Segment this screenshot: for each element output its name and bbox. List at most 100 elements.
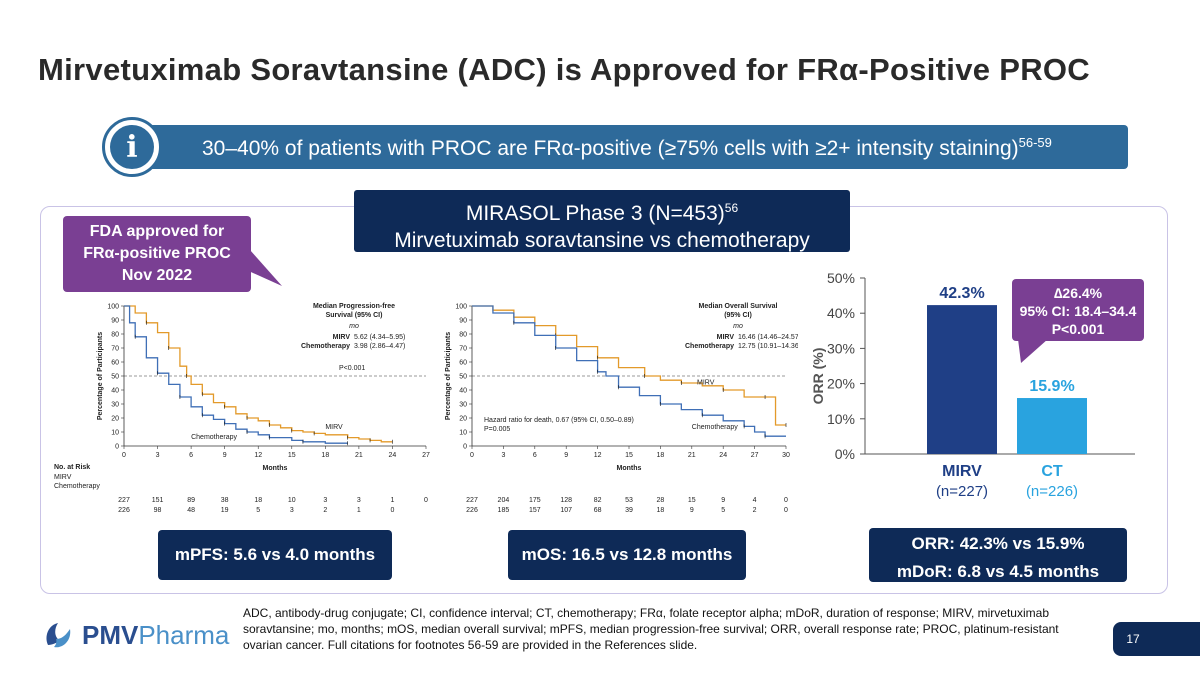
chemo-curve-label: Chemotherapy [191, 434, 237, 441]
os-risk-mirv: 28 [657, 497, 665, 504]
y-tick-label: 40 [459, 388, 467, 395]
pfs-risk-mirv: 3 [323, 497, 327, 504]
bar-sublabel: (n=226) [1026, 483, 1078, 500]
y-axis-label: Percentage of Participants [97, 332, 104, 420]
os-risk-chemo: 39 [625, 507, 633, 514]
chemo-curve [472, 305, 786, 437]
os-risk-mirv: 15 [688, 497, 696, 504]
legend-title: Median Progression-free [313, 303, 395, 310]
orr-y-axis-label: ORR (%) [810, 348, 826, 405]
y-tick-label: 70 [111, 346, 119, 353]
legend-row-value: 12.75 (10.91–14.36) [738, 343, 798, 350]
orr-result-line: ORR: 42.3% vs 15.9% [911, 534, 1085, 553]
logo-pharma: Pharma [138, 619, 230, 650]
x-tick-label: 6 [189, 452, 193, 459]
y-tick-label: 80 [111, 332, 119, 339]
os-risk-mirv: 227 [466, 497, 478, 504]
x-tick-label: 9 [564, 452, 568, 459]
y-tick-label: 90 [111, 318, 119, 325]
os-risk-mirv: 0 [784, 497, 788, 504]
bar-sublabel: (n=227) [936, 483, 988, 500]
info-banner [140, 125, 1128, 169]
pfs-result: mPFS: 5.6 vs 4.0 months [158, 530, 392, 580]
orr-bar-chart: 0% 10% 20% 30% 40% 50% ORR (%) 42.3% MIRV (n=227)… [810, 270, 1135, 500]
os-risk-chemo: 9 [690, 507, 694, 514]
x-tick-label: 18 [321, 452, 329, 459]
os-risk-mirv: 9 [721, 497, 725, 504]
mirv-curve-label: MIRV [325, 424, 343, 431]
legend-unit: mo [733, 323, 743, 330]
chemo-curve-label: Chemotherapy [692, 424, 738, 431]
pfs-risk-chemo: 5 [256, 507, 260, 514]
y-tick-label: 30 [459, 402, 467, 409]
x-axis-label: Months [263, 465, 288, 472]
x-tick-label: 18 [657, 452, 665, 459]
y-tick-label: 100 [455, 304, 467, 311]
pfs-risk-mirv: 38 [221, 497, 229, 504]
os-risk-chemo: 185 [498, 507, 510, 514]
bar-category-label: CT [1041, 463, 1063, 480]
mirv-curve-label: MIRV [697, 379, 715, 386]
os-risk-mirv: 4 [753, 497, 757, 504]
x-tick-label: 27 [751, 452, 759, 459]
y-tick-label: 20 [459, 416, 467, 423]
os-risk-chemo: 2 [753, 507, 757, 514]
x-tick-label: 9 [223, 452, 227, 459]
x-tick-label: 15 [625, 452, 633, 459]
study-header: MIRASOL Phase 3 (N=453)56 Mirvetuximab s… [354, 190, 850, 252]
x-tick-label: 21 [688, 452, 696, 459]
x-tick-label: 3 [156, 452, 160, 459]
bar-category-label: MIRV [942, 463, 982, 480]
pfs-risk-mirv: 18 [254, 497, 262, 504]
os-result: mOS: 16.5 vs 12.8 months [508, 530, 746, 580]
info-ref: 56-59 [1018, 135, 1052, 150]
legend-row-label: Chemotherapy [301, 343, 350, 350]
os-risk-mirv: 128 [560, 497, 572, 504]
legend-row-value: 3.98 (2.86–4.47) [354, 343, 405, 350]
x-tick-label: 24 [719, 452, 727, 459]
y-tick-label: 20 [111, 416, 119, 423]
x-tick-label: 21 [355, 452, 363, 459]
pfs-risk-chemo: 48 [187, 507, 195, 514]
os-risk-mirv: 82 [594, 497, 602, 504]
pvalue-label: P<0.001 [339, 365, 365, 372]
x-axis-label: Months [617, 465, 642, 472]
risk-row-label-chemo: Chemotherapy [54, 483, 100, 490]
y-tick-label: 90 [459, 318, 467, 325]
risk-table-title: No. at Risk [54, 464, 90, 471]
pfs-risk-mirv: 1 [390, 497, 394, 504]
x-tick-label: 30 [782, 452, 790, 459]
hazard-ratio-label: Hazard ratio for death, 0.67 (95% CI, 0.… [484, 417, 634, 424]
orr-result: ORR: 42.3% vs 15.9% mDoR: 6.8 vs 4.5 mon… [869, 528, 1127, 582]
slide-title: Mirvetuximab Soravtansine (ADC) is Appro… [38, 52, 1090, 87]
legend-row-label: MIRV [333, 334, 351, 341]
study-subtitle: Mirvetuximab soravtansine vs chemotherap… [394, 229, 810, 252]
pfs-risk-mirv: 3 [357, 497, 361, 504]
os-risk-chemo: 107 [560, 507, 572, 514]
chemo-curve [124, 305, 348, 444]
x-tick-label: 24 [389, 452, 397, 459]
y-tick-label: 70 [459, 346, 467, 353]
risk-row-label-mirv: MIRV [54, 474, 72, 481]
company-logo: PMVPharma [40, 617, 229, 653]
y-tick-label: 50 [459, 374, 467, 381]
y-tick-label: 0 [463, 444, 467, 451]
x-tick-label: 27 [422, 452, 430, 459]
y-tick-label: 80 [459, 332, 467, 339]
orr-y-tick-label: 40% [827, 305, 855, 321]
y-tick-label: 0 [115, 444, 119, 451]
study-title: MIRASOL Phase 3 (N=453)56 [465, 201, 739, 225]
os-risk-chemo: 226 [466, 507, 478, 514]
y-tick-label: 100 [107, 304, 119, 311]
os-risk-mirv: 53 [625, 497, 633, 504]
x-tick-label: 6 [533, 452, 537, 459]
x-tick-label: 12 [254, 452, 262, 459]
os-risk-chemo: 68 [594, 507, 602, 514]
y-tick-label: 50 [111, 374, 119, 381]
pfs-risk-mirv: 89 [187, 497, 195, 504]
legend-unit: mo [349, 323, 359, 330]
orr-y-tick-label: 50% [827, 270, 855, 286]
pfs-risk-mirv: 227 [118, 497, 130, 504]
os-risk-chemo: 0 [784, 507, 788, 514]
